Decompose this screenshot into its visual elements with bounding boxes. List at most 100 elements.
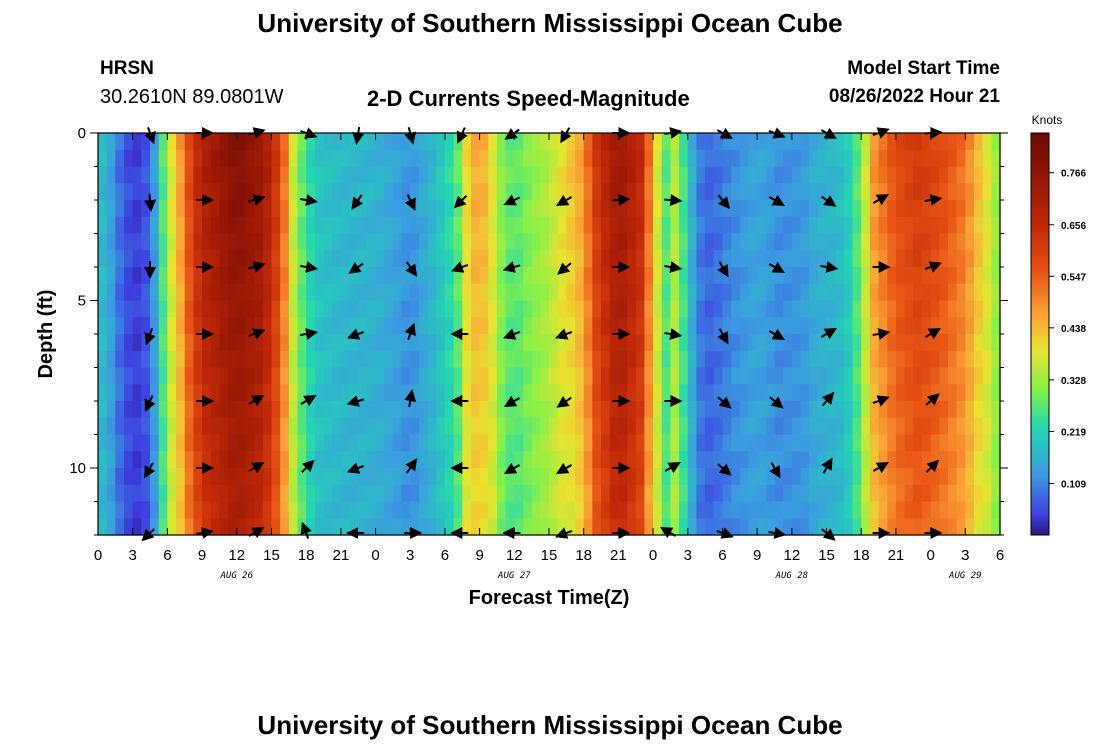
- current-arrow: [924, 194, 943, 206]
- heatmap-cell: [323, 183, 333, 201]
- heatmap-cell: [895, 334, 906, 352]
- heatmap-cell: [358, 250, 368, 268]
- heatmap-cell: [635, 166, 645, 184]
- heatmap-cell: [514, 133, 524, 151]
- heatmap-cell: [436, 468, 446, 486]
- heatmap-cell: [418, 350, 429, 369]
- heatmap-cell: [783, 434, 793, 452]
- heatmap-cell: [687, 484, 698, 503]
- heatmap-cell: [592, 401, 602, 419]
- heatmap-cell: [947, 133, 958, 151]
- heatmap-cell: [193, 149, 203, 168]
- heatmap-cell: [444, 350, 455, 369]
- heatmap-cell: [653, 484, 663, 503]
- heatmap-cell: [392, 451, 403, 469]
- heatmap-cell: [514, 401, 524, 419]
- heatmap-cell: [332, 384, 342, 402]
- date-labels: AUG 26 AUG 27 AUG 28 AUG 29: [220, 571, 982, 581]
- heatmap-cell: [817, 384, 828, 402]
- current-arrow: [612, 194, 631, 206]
- heatmap-cell: [280, 401, 290, 419]
- x-tick-label: 21: [888, 547, 905, 564]
- heatmap-cell: [462, 283, 472, 302]
- heatmap-cell: [817, 434, 828, 452]
- heatmap-cell: [965, 216, 975, 235]
- footer-title: University of Southern Mississippi Ocean…: [257, 710, 843, 740]
- heatmap-cell: [618, 384, 628, 402]
- heatmap-cell: [158, 250, 168, 268]
- heatmap-cell: [627, 350, 637, 369]
- heatmap-cell: [271, 468, 281, 486]
- heatmap-cell: [384, 384, 394, 402]
- heatmap-cell: [835, 401, 845, 419]
- heatmap-cell: [722, 149, 732, 168]
- heatmap-cell: [514, 350, 524, 369]
- heatmap-cell: [288, 133, 299, 151]
- heatmap-cell: [522, 434, 533, 452]
- heatmap-cell: [366, 317, 377, 335]
- heatmap-cell: [869, 434, 880, 452]
- heatmap-cell: [470, 384, 481, 402]
- heatmap-cell: [124, 468, 134, 486]
- colorbar-tick-label: 0.328: [1061, 376, 1086, 387]
- heatmap-cell: [418, 233, 429, 251]
- heatmap-cell: [627, 401, 637, 419]
- heatmap-cell: [921, 384, 932, 402]
- heatmap-cell: [826, 518, 836, 536]
- heatmap-cell: [496, 233, 507, 251]
- heatmap-cell: [887, 166, 897, 184]
- heatmap-cell: [522, 417, 533, 436]
- heatmap-cell: [566, 367, 576, 385]
- heatmap-cell: [392, 267, 403, 285]
- heatmap-cell: [219, 267, 229, 285]
- heatmap-cell: [340, 166, 351, 184]
- heatmap-cell: [566, 434, 576, 452]
- heatmap-cell: [965, 350, 975, 369]
- heatmap-cell: [514, 233, 524, 251]
- heatmap-cell: [150, 183, 160, 201]
- heatmap-cell: [843, 401, 854, 419]
- heatmap-cell: [765, 367, 776, 385]
- heatmap-cell: [774, 133, 784, 151]
- heatmap-cell: [202, 417, 212, 436]
- heatmap-cell: [202, 434, 212, 452]
- heatmap-cell: [991, 300, 1001, 318]
- heatmap-cell: [635, 283, 645, 302]
- heatmap-cell: [739, 233, 750, 251]
- heatmap-cell: [288, 501, 299, 519]
- heatmap-cell: [392, 233, 403, 251]
- heatmap-cell: [722, 434, 732, 452]
- heatmap-cell: [219, 350, 229, 369]
- heatmap-cell: [731, 518, 741, 536]
- heatmap-cell: [505, 350, 515, 369]
- heatmap-cell: [366, 468, 377, 486]
- heatmap-cell: [965, 283, 975, 302]
- heatmap-cell: [765, 501, 776, 519]
- heatmap-cell: [228, 417, 238, 436]
- heatmap-cell: [557, 250, 567, 268]
- heatmap-cell: [202, 250, 212, 268]
- heatmap-cell: [488, 283, 498, 302]
- heatmap-cell: [470, 451, 481, 469]
- heatmap-cell: [288, 149, 299, 168]
- heatmap-cell: [757, 484, 767, 503]
- heatmap-cell: [418, 250, 429, 268]
- heatmap-cell: [592, 334, 602, 352]
- heatmap-cell: [488, 133, 498, 151]
- heatmap-cell: [470, 216, 481, 235]
- heatmap-cell: [219, 233, 229, 251]
- heatmap-cell: [488, 267, 498, 285]
- heatmap-cell: [583, 267, 593, 285]
- heatmap-cell: [566, 133, 576, 151]
- heatmap-cell: [98, 283, 108, 302]
- heatmap-cell: [705, 484, 715, 503]
- heatmap-cell: [609, 484, 619, 503]
- heatmap-cell: [453, 250, 463, 268]
- heatmap-cell: [124, 317, 134, 335]
- heatmap-cell: [401, 250, 411, 268]
- heatmap-cell: [228, 166, 238, 184]
- heatmap-cell: [479, 250, 489, 268]
- heatmap-cell: [280, 133, 290, 151]
- heatmap-cell: [306, 468, 316, 486]
- heatmap-cell: [791, 401, 802, 419]
